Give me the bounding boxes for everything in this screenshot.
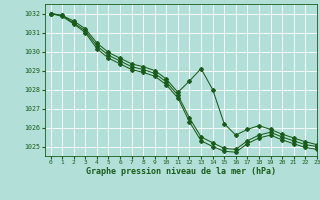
X-axis label: Graphe pression niveau de la mer (hPa): Graphe pression niveau de la mer (hPa) <box>86 167 276 176</box>
